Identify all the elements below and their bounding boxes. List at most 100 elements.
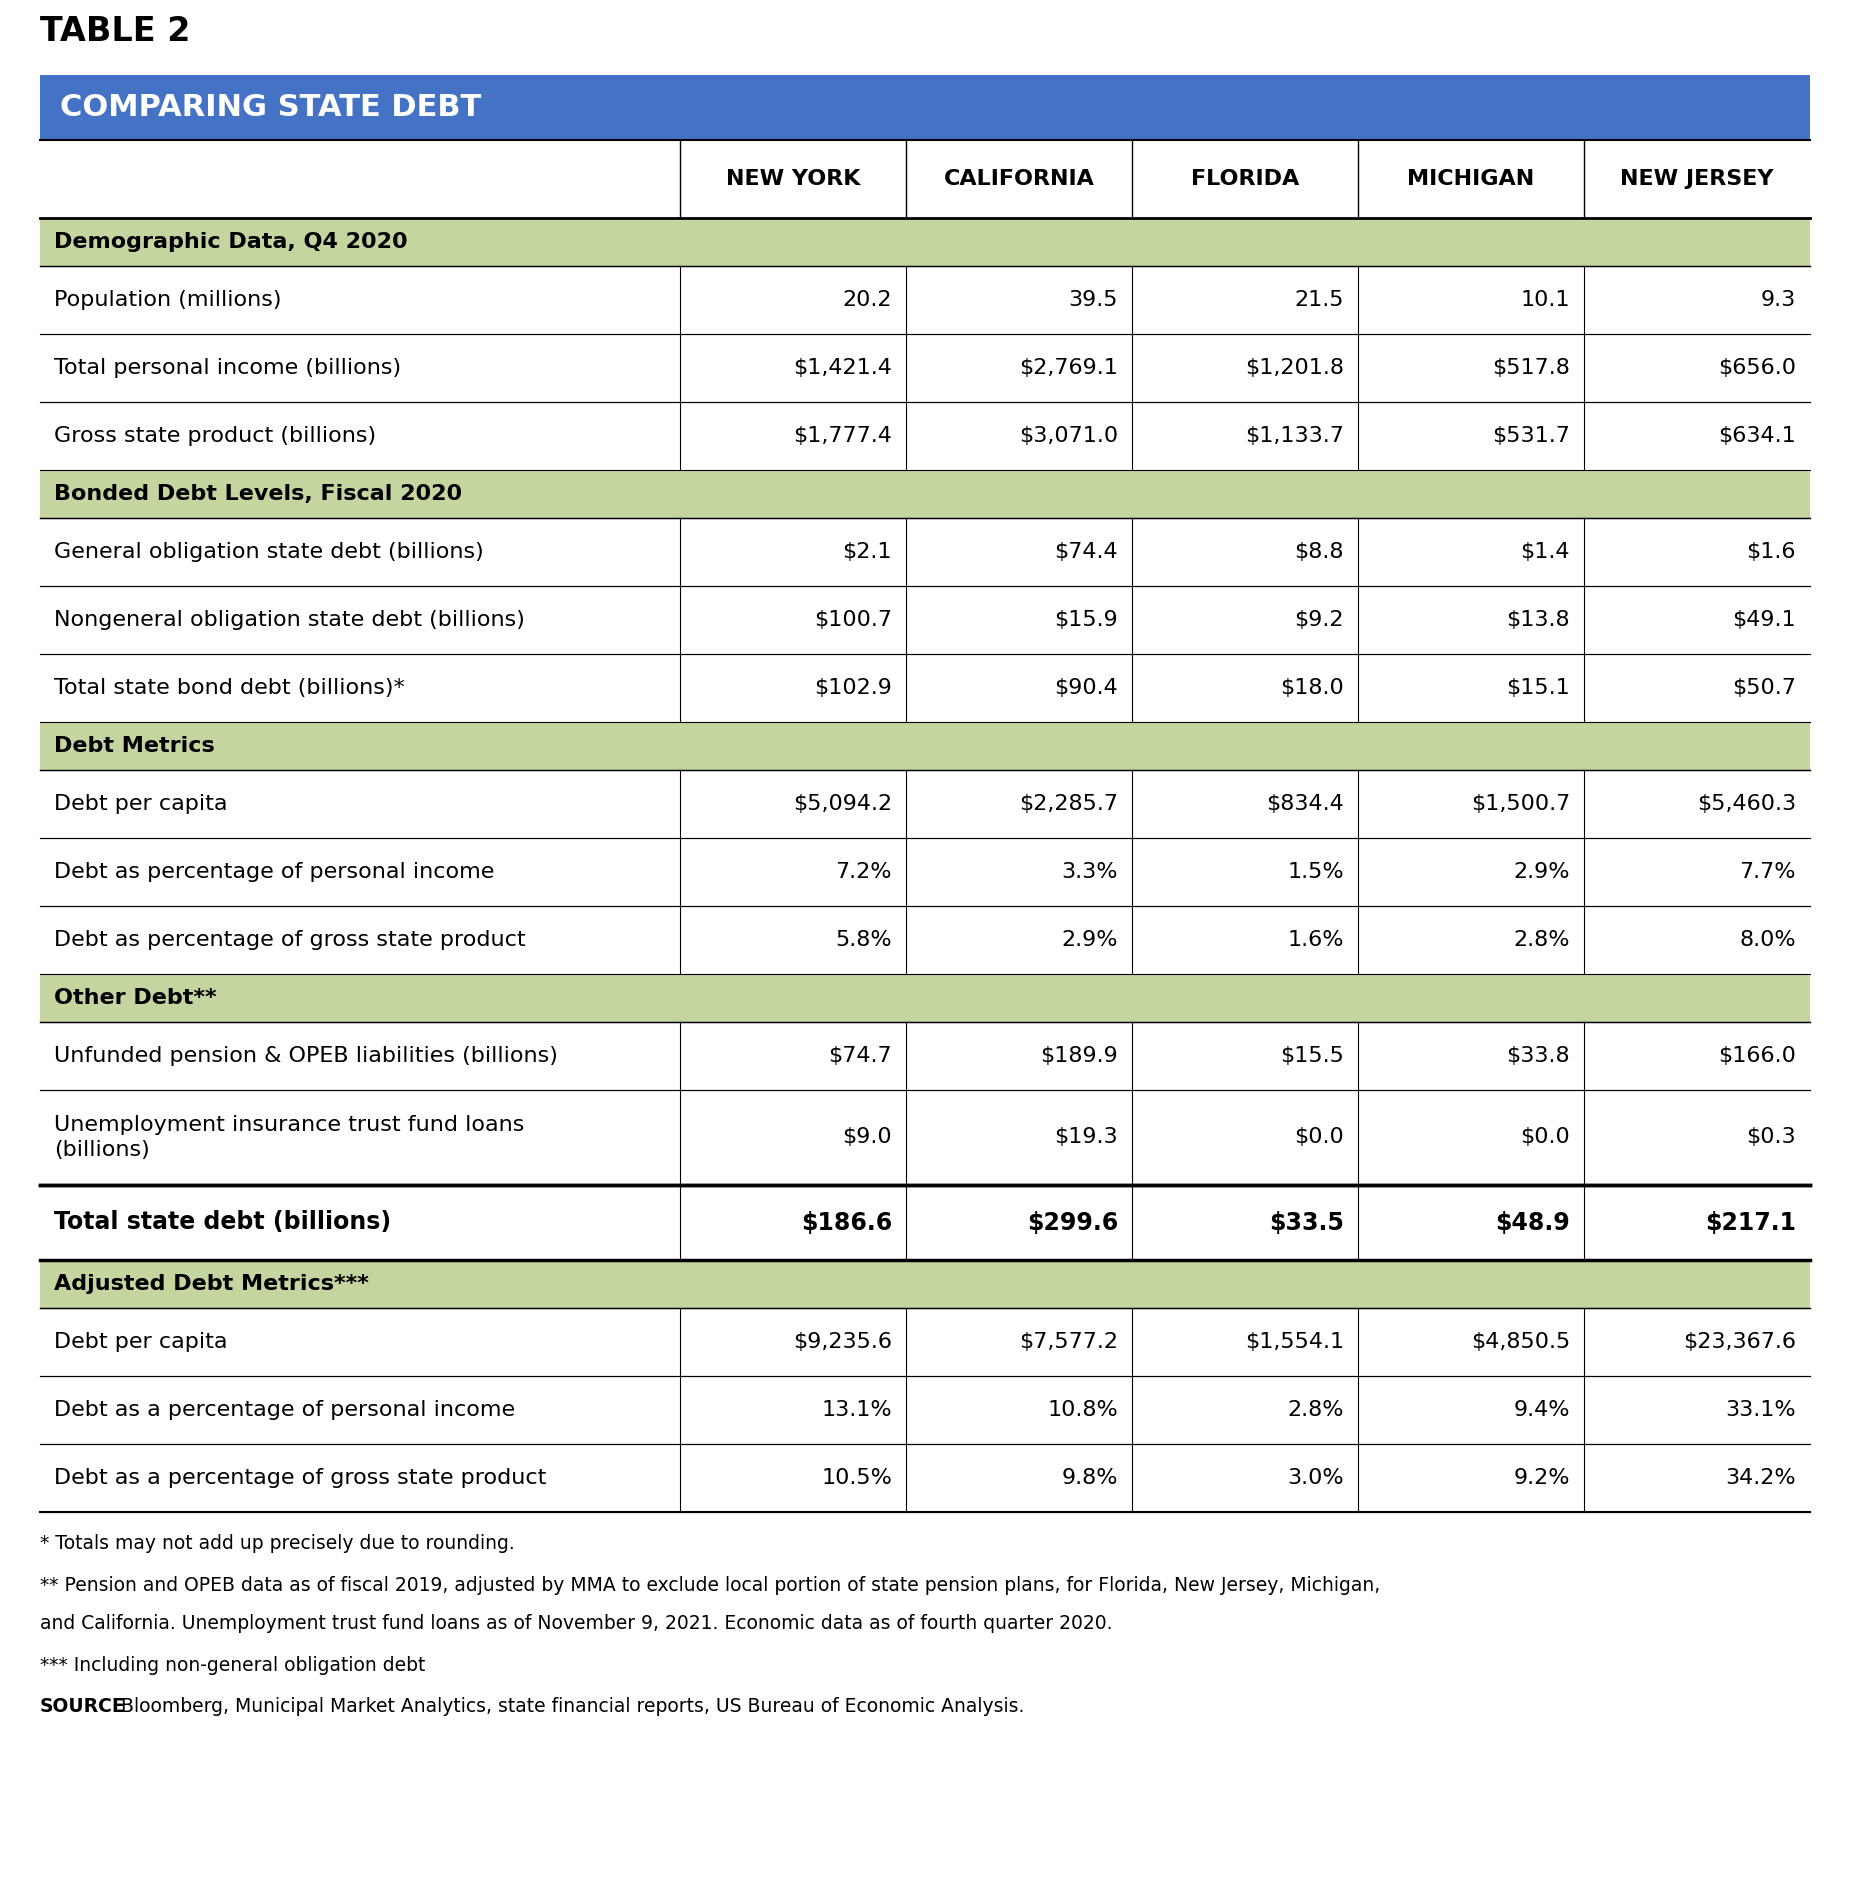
Text: Adjusted Debt Metrics***: Adjusted Debt Metrics***	[54, 1274, 368, 1295]
Text: MICHIGAN: MICHIGAN	[1408, 169, 1535, 190]
Text: $49.1: $49.1	[1732, 611, 1796, 629]
Text: $9.2: $9.2	[1295, 611, 1343, 629]
Text: $1.6: $1.6	[1746, 541, 1796, 562]
Text: Population (millions): Population (millions)	[54, 289, 281, 310]
Text: $299.6: $299.6	[1027, 1210, 1117, 1235]
Text: $33.5: $33.5	[1269, 1210, 1343, 1235]
Bar	[41, 1261, 1809, 1308]
Text: $33.8: $33.8	[1506, 1047, 1571, 1065]
Bar	[41, 75, 1809, 141]
Text: ** Pension and OPEB data as of fiscal 2019, adjusted by MMA to exclude local por: ** Pension and OPEB data as of fiscal 20…	[41, 1576, 1380, 1595]
Text: TABLE 2: TABLE 2	[41, 15, 191, 49]
Text: $1,421.4: $1,421.4	[794, 359, 892, 378]
Text: 7.7%: 7.7%	[1739, 862, 1796, 881]
Text: Total state debt (billions): Total state debt (billions)	[54, 1210, 390, 1235]
Text: * Totals may not add up precisely due to rounding.: * Totals may not add up precisely due to…	[41, 1533, 514, 1554]
Bar	[41, 722, 1809, 770]
Bar	[41, 141, 1809, 218]
Text: 10.5%: 10.5%	[821, 1467, 892, 1488]
Text: $189.9: $189.9	[1040, 1047, 1117, 1065]
Text: *** Including non‑general obligation debt: *** Including non‑general obligation deb…	[41, 1655, 426, 1674]
Text: $50.7: $50.7	[1732, 678, 1796, 697]
Bar	[41, 470, 1809, 519]
Text: $0.0: $0.0	[1295, 1127, 1343, 1148]
Text: 2.9%: 2.9%	[1513, 862, 1571, 881]
Text: 39.5: 39.5	[1069, 289, 1117, 310]
Text: $0.3: $0.3	[1746, 1127, 1796, 1148]
Text: $1,554.1: $1,554.1	[1245, 1332, 1343, 1353]
Text: Debt per capita: Debt per capita	[54, 1332, 228, 1353]
Text: NEW JERSEY: NEW JERSEY	[1621, 169, 1774, 190]
Text: $0.0: $0.0	[1521, 1127, 1571, 1148]
Text: 2.8%: 2.8%	[1513, 930, 1571, 951]
Text: $9,235.6: $9,235.6	[794, 1332, 892, 1353]
Text: Total state bond debt (billions)*: Total state bond debt (billions)*	[54, 678, 405, 697]
Text: 9.4%: 9.4%	[1513, 1400, 1571, 1421]
Text: 13.1%: 13.1%	[821, 1400, 892, 1421]
Bar	[41, 519, 1809, 586]
Text: NEW YORK: NEW YORK	[725, 169, 860, 190]
Text: 21.5: 21.5	[1295, 289, 1343, 310]
Text: $19.3: $19.3	[1054, 1127, 1117, 1148]
Text: Debt Metrics: Debt Metrics	[54, 737, 215, 755]
Text: $2,769.1: $2,769.1	[1019, 359, 1117, 378]
Text: $1,133.7: $1,133.7	[1245, 427, 1343, 445]
Text: $531.7: $531.7	[1493, 427, 1571, 445]
Text: 7.2%: 7.2%	[836, 862, 892, 881]
Bar	[41, 838, 1809, 906]
Text: 3.0%: 3.0%	[1288, 1467, 1343, 1488]
Text: $1,777.4: $1,777.4	[794, 427, 892, 445]
Text: 34.2%: 34.2%	[1726, 1467, 1796, 1488]
Text: FLORIDA: FLORIDA	[1191, 169, 1299, 190]
Text: $1.4: $1.4	[1521, 541, 1571, 562]
Text: Other Debt**: Other Debt**	[54, 988, 216, 1007]
Text: $100.7: $100.7	[814, 611, 892, 629]
Text: COMPARING STATE DEBT: COMPARING STATE DEBT	[59, 92, 481, 122]
Bar	[41, 1308, 1809, 1375]
Text: $15.5: $15.5	[1280, 1047, 1343, 1065]
Text: $9.0: $9.0	[842, 1127, 892, 1148]
Bar	[41, 1022, 1809, 1090]
Text: $15.1: $15.1	[1506, 678, 1571, 697]
Text: 5.8%: 5.8%	[836, 930, 892, 951]
Bar	[41, 402, 1809, 470]
Text: Demographic Data, Q4 2020: Demographic Data, Q4 2020	[54, 231, 407, 252]
Text: Nongeneral obligation state debt (billions): Nongeneral obligation state debt (billio…	[54, 611, 525, 629]
Text: $18.0: $18.0	[1280, 678, 1343, 697]
Text: 33.1%: 33.1%	[1726, 1400, 1796, 1421]
Text: SOURCE: SOURCE	[41, 1697, 126, 1716]
Text: $656.0: $656.0	[1719, 359, 1796, 378]
Text: $3,071.0: $3,071.0	[1019, 427, 1117, 445]
Text: $1,500.7: $1,500.7	[1471, 795, 1571, 814]
Text: CALIFORNIA: CALIFORNIA	[944, 169, 1095, 190]
Bar	[41, 218, 1809, 267]
Bar	[41, 1375, 1809, 1443]
Text: 1.5%: 1.5%	[1288, 862, 1343, 881]
Text: 20.2: 20.2	[842, 289, 892, 310]
Bar	[41, 770, 1809, 838]
Text: Gross state product (billions): Gross state product (billions)	[54, 427, 376, 445]
Text: $15.9: $15.9	[1054, 611, 1117, 629]
Text: $74.7: $74.7	[829, 1047, 892, 1065]
Text: Debt per capita: Debt per capita	[54, 795, 228, 814]
Text: Unemployment insurance trust fund loans
(billions): Unemployment insurance trust fund loans …	[54, 1114, 524, 1159]
Text: $186.6: $186.6	[801, 1210, 892, 1235]
Text: $217.1: $217.1	[1706, 1210, 1796, 1235]
Bar	[41, 1186, 1809, 1261]
Bar	[41, 586, 1809, 654]
Text: $1,201.8: $1,201.8	[1245, 359, 1343, 378]
Bar	[41, 334, 1809, 402]
Bar	[41, 1090, 1809, 1186]
Text: $5,094.2: $5,094.2	[794, 795, 892, 814]
Text: $48.9: $48.9	[1495, 1210, 1571, 1235]
Text: $23,367.6: $23,367.6	[1684, 1332, 1796, 1353]
Text: $90.4: $90.4	[1054, 678, 1117, 697]
Bar	[41, 973, 1809, 1022]
Text: $4,850.5: $4,850.5	[1471, 1332, 1571, 1353]
Text: $13.8: $13.8	[1506, 611, 1571, 629]
Text: and California. Unemployment trust fund loans as of November 9, 2021. Economic d: and California. Unemployment trust fund …	[41, 1614, 1112, 1633]
Text: 3.3%: 3.3%	[1062, 862, 1117, 881]
Text: 10.8%: 10.8%	[1047, 1400, 1117, 1421]
Bar	[41, 267, 1809, 334]
Bar	[41, 906, 1809, 973]
